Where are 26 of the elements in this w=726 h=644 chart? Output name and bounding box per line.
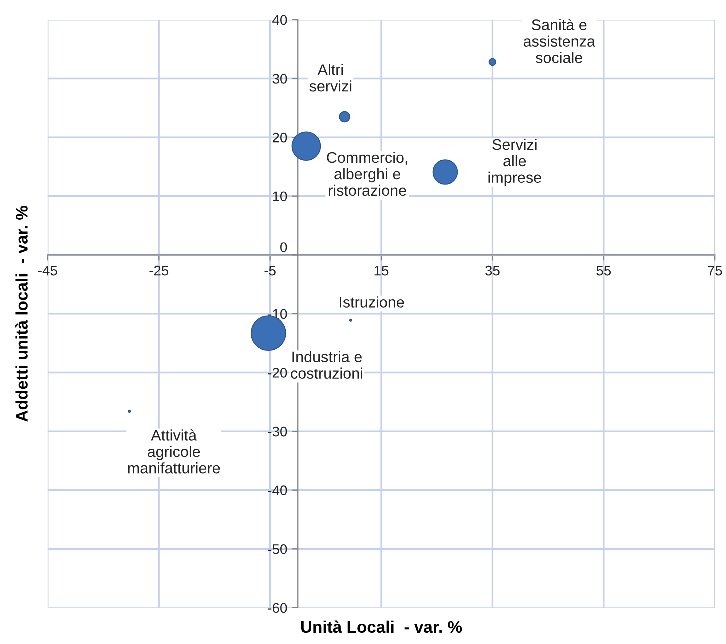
y-tick-label: 0 [280,242,288,252]
annotation: Sanità e assistenza sociale [524,19,596,64]
annotation: Istruzione [340,296,404,308]
y-tick-label: 20 [272,132,288,143]
x-axis-title: Unità Locali - var. % [301,620,462,634]
x-tick-label: 35 [486,266,500,276]
y-axis-title: Addetti unità locali - var. % [16,206,28,422]
annotation: Altri servizi [310,64,352,92]
y-tick-label: 10 [273,192,288,202]
y-tick-label: -20 [268,368,288,378]
annotation: Servizi alle imprese [488,138,542,186]
x-tick-label: 55 [596,266,612,276]
annotation: Attività agricole manifatturiere [128,429,220,474]
annotation: Commercio, alberghi e ristorazione [327,152,408,196]
x-tick-label: 75 [708,266,722,276]
x-tick-label: 15 [374,266,389,276]
x-tick-label: -45 [38,266,58,276]
y-tick-label: -60 [268,603,288,614]
y-tick-label: 40 [272,15,288,26]
annotation: Industria e costruzioni [291,351,362,380]
y-tick-label: -30 [268,426,288,437]
y-tick-label: 30 [272,74,288,84]
y-tick-label: -50 [268,544,288,554]
y-tick-label: -40 [268,486,288,496]
x-tick-label: -5 [264,266,276,276]
x-tick-label: -25 [150,266,169,276]
